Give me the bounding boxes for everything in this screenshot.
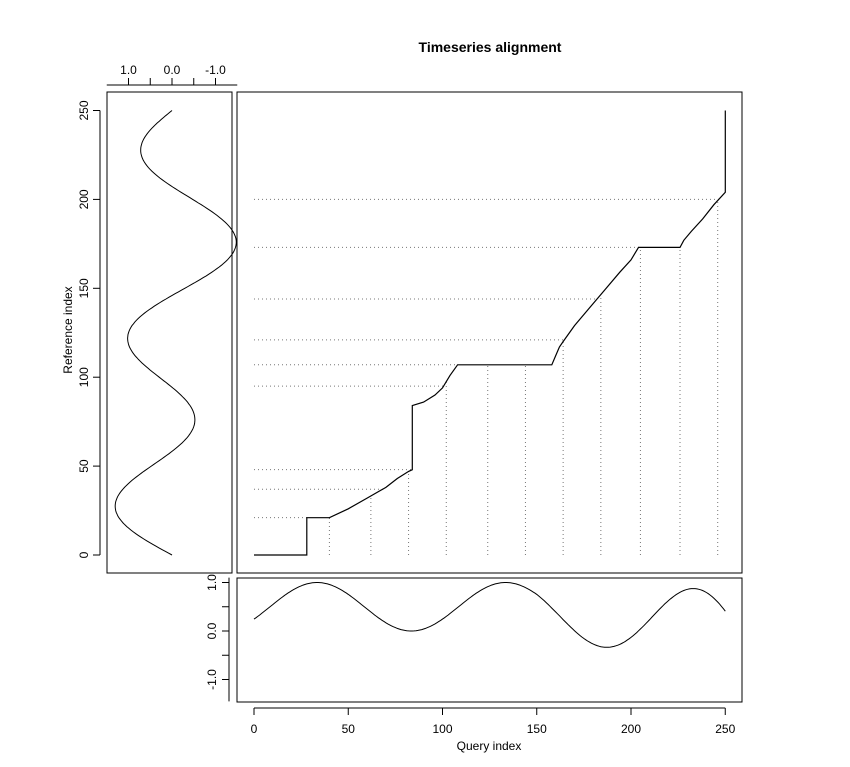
x-axis-label: Query index <box>457 739 522 753</box>
axes-layer: 0 50 100 150 200 250 0 50 100 150 200 250 1.0 0.0 -1.0… <box>77 63 736 736</box>
alignment-path <box>254 110 726 556</box>
x-tick-label: 50 <box>342 722 356 736</box>
main-plot-frame <box>236 91 743 574</box>
query-series-line <box>253 582 726 648</box>
reference-value-tick-label: 1.0 <box>120 63 137 77</box>
y-tick-label: 250 <box>77 100 91 120</box>
query-value-tick-label: 0.0 <box>205 622 219 639</box>
x-tick-label: 150 <box>527 722 547 736</box>
x-tick-label: 0 <box>251 722 258 736</box>
query-value-tick-label: -1.0 <box>205 669 219 690</box>
reference-value-tick-label: -1.0 <box>205 63 226 77</box>
query-value-tick-label: 1.0 <box>205 574 219 591</box>
reference-series-line <box>114 110 237 556</box>
chart-title: Timeseries alignment <box>419 39 562 55</box>
y-tick-label: 50 <box>77 459 91 473</box>
reference-plot-frame <box>106 91 233 574</box>
y-tick-label: 200 <box>77 189 91 209</box>
y-tick-label: 100 <box>77 367 91 387</box>
x-tick-label: 200 <box>621 722 641 736</box>
y-tick-label: 150 <box>77 278 91 298</box>
reference-value-tick-label: 0.0 <box>164 63 181 77</box>
x-tick-label: 100 <box>432 722 452 736</box>
query-plot-frame <box>236 577 743 703</box>
x-tick-label: 250 <box>715 722 735 736</box>
main-alignment-layer <box>254 110 726 556</box>
y-tick-label: 0 <box>77 551 91 558</box>
y-axis-label: Reference index <box>61 286 75 373</box>
query-series-layer <box>253 582 726 648</box>
reference-series-layer <box>114 110 237 556</box>
